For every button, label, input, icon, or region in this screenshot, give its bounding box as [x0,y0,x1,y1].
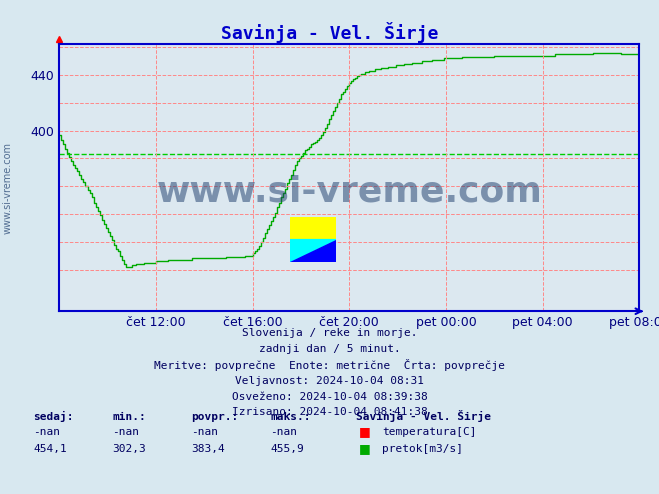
Text: -nan: -nan [112,427,139,437]
Bar [290,217,336,240]
Text: zadnji dan / 5 minut.: zadnji dan / 5 minut. [258,344,401,354]
Text: temperatura[C]: temperatura[C] [382,427,476,437]
Text: sedaj:: sedaj: [33,411,73,422]
Text: 454,1: 454,1 [33,444,67,454]
Text: Slovenija / reke in morje.: Slovenija / reke in morje. [242,329,417,338]
Text: www.si-vreme.com: www.si-vreme.com [3,142,13,234]
Text: povpr.:: povpr.: [191,412,239,422]
Text: Savinja - Vel. Širje: Savinja - Vel. Širje [356,410,491,422]
Polygon shape [290,240,336,262]
Text: Izrisano: 2024-10-04 08:41:38: Izrisano: 2024-10-04 08:41:38 [231,408,428,417]
Text: Osveženo: 2024-10-04 08:39:38: Osveženo: 2024-10-04 08:39:38 [231,392,428,402]
Text: ■: ■ [359,425,371,438]
Text: -nan: -nan [191,427,218,437]
Text: pretok[m3/s]: pretok[m3/s] [382,444,463,454]
Text: maks.:: maks.: [270,412,310,422]
Text: ■: ■ [359,442,371,455]
Text: 383,4: 383,4 [191,444,225,454]
Text: Meritve: povprečne  Enote: metrične  Črta: povprečje: Meritve: povprečne Enote: metrične Črta:… [154,359,505,371]
Text: www.si-vreme.com: www.si-vreme.com [156,174,542,208]
Text: min.:: min.: [112,412,146,422]
Text: Veljavnost: 2024-10-04 08:31: Veljavnost: 2024-10-04 08:31 [235,376,424,386]
Text: Savinja - Vel. Širje: Savinja - Vel. Širje [221,22,438,42]
Text: 455,9: 455,9 [270,444,304,454]
Polygon shape [290,240,336,262]
Text: -nan: -nan [270,427,297,437]
Text: -nan: -nan [33,427,60,437]
Text: 302,3: 302,3 [112,444,146,454]
